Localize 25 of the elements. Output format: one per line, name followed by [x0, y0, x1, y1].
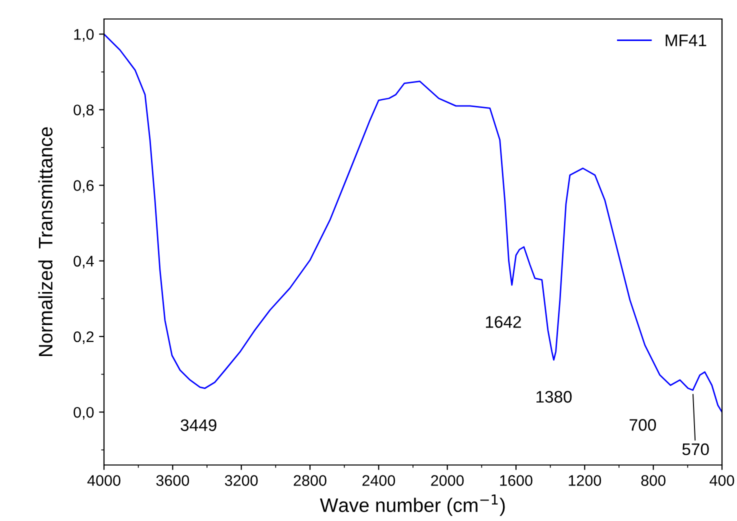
annotation: 3449	[180, 419, 216, 432]
annotation: 570	[682, 443, 709, 456]
x-tick-label: 2000	[431, 475, 464, 486]
x-tick-label: 1600	[500, 475, 532, 486]
y-tick-label: 1,0	[74, 28, 94, 42]
y-tick-label: 0,0	[74, 406, 94, 420]
x-tick-label: 2400	[362, 475, 396, 486]
x-tick-label: 3200	[224, 475, 258, 486]
x-tick-label: 3600	[156, 475, 190, 486]
annotation: 700	[630, 419, 656, 431]
line-series	[104, 33, 722, 413]
y-tick-label: 0,6	[74, 180, 94, 193]
x-tick-label: 1200	[568, 475, 602, 486]
legend-label: MF41	[666, 34, 706, 46]
x-tick-label: 800	[641, 475, 666, 486]
annotation: 1642	[486, 316, 521, 328]
y-tick-label: 0,4	[74, 256, 94, 268]
x-tick-label: 2800	[294, 475, 326, 486]
x-tick-label: 4000	[87, 475, 120, 486]
annotation: 1380	[536, 390, 572, 403]
x-axis-title: Wave number (cm$^{−1}$)	[320, 494, 505, 516]
x-tick-label: 400	[710, 475, 734, 486]
y-axis-title: Normalized Transmittance	[38, 127, 53, 356]
y-tick-label: 0,8	[74, 104, 94, 118]
y-tick-label: 0,2	[74, 331, 94, 344]
